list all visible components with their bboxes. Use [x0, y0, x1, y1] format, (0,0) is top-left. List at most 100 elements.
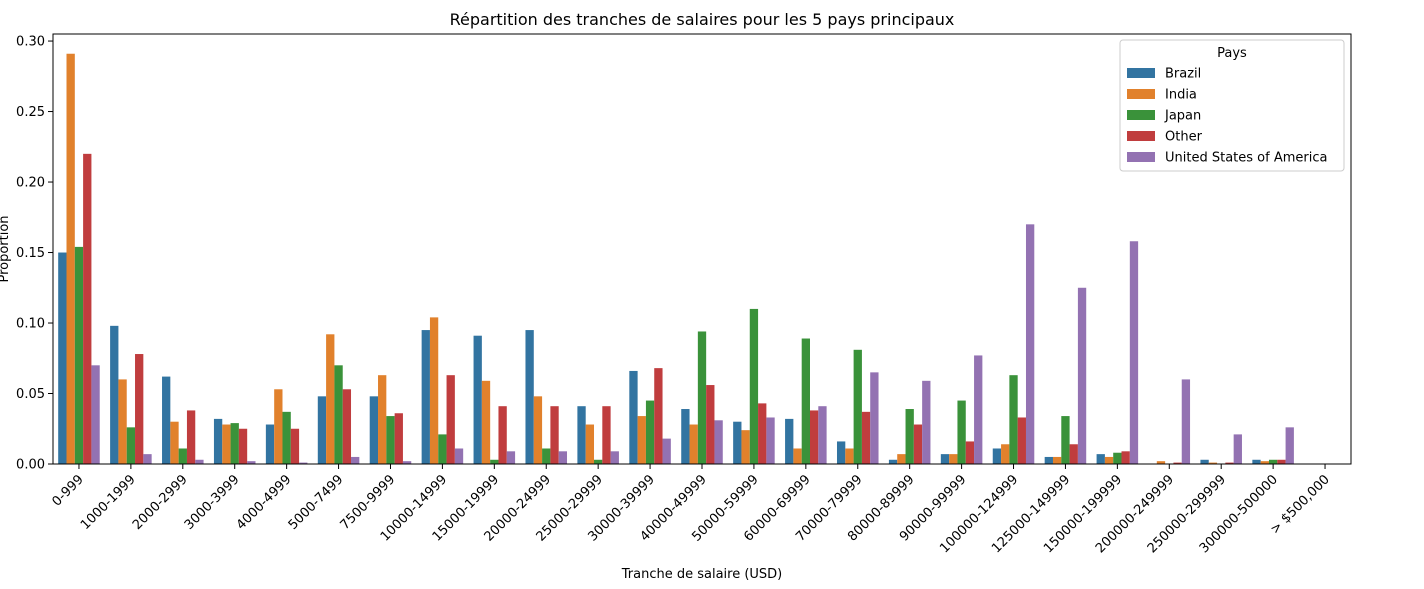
legend-entry-united-states-of-america: United States of America: [1165, 151, 1327, 166]
bar-india-17: [949, 454, 958, 464]
bar-japan-20: [1113, 452, 1122, 464]
bars-group: [58, 53, 1294, 465]
bar-other-23: [1277, 459, 1286, 464]
bar-brazil-13: [733, 421, 742, 464]
bar-other-16: [913, 424, 923, 464]
chart-title: Répartition des tranches de salaires pou…: [450, 10, 955, 29]
bar-japan-16: [905, 409, 914, 464]
bar-brazil-18: [992, 448, 1002, 464]
bar-brazil-8: [473, 335, 482, 464]
bar-japan-10: [594, 459, 603, 464]
bar-other-20: [1121, 451, 1130, 464]
bar-india-13: [741, 430, 750, 464]
bar-other-7: [446, 375, 455, 464]
x-tick-label: 3000-3999: [182, 472, 243, 533]
bar-japan-9: [542, 448, 551, 464]
bar-brazil-2: [162, 376, 171, 464]
bar-united-states-of-america-16: [922, 380, 931, 464]
bar-other-0: [83, 153, 92, 464]
bar-japan-14: [801, 338, 810, 464]
bar-india-22: [1208, 462, 1218, 464]
bar-brazil-9: [525, 330, 534, 464]
bar-brazil-10: [577, 406, 586, 464]
bar-other-1: [135, 354, 144, 464]
bar-united-states-of-america-11: [662, 438, 671, 464]
bar-india-16: [897, 454, 906, 464]
bar-japan-8: [490, 459, 499, 464]
bar-brazil-22: [1200, 459, 1209, 464]
bar-brazil-17: [940, 454, 950, 464]
legend-swatch-other: [1127, 131, 1155, 141]
bar-other-3: [238, 428, 248, 464]
bar-united-states-of-america-7: [454, 448, 464, 464]
bar-india-14: [793, 448, 802, 464]
y-tick-label: 0.30: [16, 35, 45, 50]
bar-brazil-5: [317, 396, 327, 464]
y-tick-label: 0.20: [16, 176, 45, 191]
bar-japan-18: [1009, 375, 1018, 464]
bar-india-21: [1156, 461, 1166, 464]
bar-brazil-12: [681, 409, 690, 464]
bar-united-states-of-america-18: [1025, 224, 1035, 464]
legend-swatch-brazil: [1127, 68, 1155, 78]
y-tick-label: 0.25: [16, 105, 45, 120]
bar-other-10: [602, 406, 611, 464]
y-tick-label: 0.00: [16, 458, 45, 473]
bar-united-states-of-america-5: [351, 456, 360, 464]
bar-india-20: [1104, 456, 1114, 464]
bar-other-13: [758, 403, 767, 464]
bar-india-10: [585, 424, 595, 464]
bar-india-0: [66, 53, 75, 465]
bar-united-states-of-america-4: [299, 462, 308, 464]
bar-united-states-of-america-9: [558, 451, 568, 464]
bar-other-22: [1225, 462, 1234, 464]
y-tick-label: 0.10: [16, 317, 45, 332]
bar-india-15: [845, 448, 854, 464]
bar-brazil-15: [836, 441, 846, 464]
bar-other-2: [186, 410, 196, 464]
bar-india-19: [1052, 456, 1062, 464]
bar-united-states-of-america-13: [766, 417, 775, 464]
y-tick-label: 0.05: [16, 387, 45, 402]
bar-japan-6: [386, 416, 395, 464]
bar-japan-5: [334, 365, 343, 464]
bar-united-states-of-america-3: [247, 461, 256, 464]
bar-united-states-of-america-14: [818, 406, 827, 464]
bar-japan-19: [1061, 416, 1070, 464]
bar-india-18: [1001, 444, 1010, 464]
bar-india-23: [1260, 461, 1269, 464]
legend-swatch-united-states-of-america: [1127, 152, 1155, 162]
bar-other-5: [342, 389, 352, 464]
bar-united-states-of-america-6: [402, 461, 412, 464]
bar-united-states-of-america-17: [974, 355, 983, 464]
y-axis: 0.00 0.05 0.10 0.15 0.20 0.25 0.30: [16, 35, 53, 473]
bar-japan-13: [749, 308, 759, 464]
bar-india-8: [481, 380, 491, 464]
bar-brazil-0: [58, 252, 67, 464]
bar-united-states-of-america-1: [143, 454, 152, 464]
bar-india-2: [170, 421, 179, 464]
x-tick-label: 4000-4999: [234, 472, 295, 533]
bar-brazil-7: [421, 330, 430, 464]
legend: Pays Brazil India Japan Other United States …: [1119, 39, 1345, 172]
bar-united-states-of-america-0: [91, 365, 100, 464]
bar-japan-1: [126, 427, 136, 464]
x-axis: 0-9991000-19992000-29993000-39994000-499…: [49, 464, 1333, 556]
x-tick-label: 1000-1999: [78, 472, 139, 533]
bar-united-states-of-america-10: [610, 451, 619, 464]
bar-united-states-of-america-21: [1181, 379, 1191, 464]
bar-india-6: [378, 375, 387, 464]
bar-japan-0: [74, 246, 84, 464]
legend-entry-india: India: [1165, 88, 1197, 103]
bar-united-states-of-america-20: [1129, 241, 1139, 464]
bar-japan-3: [230, 423, 239, 464]
bar-other-8: [498, 406, 507, 464]
legend-title: Pays: [1217, 46, 1247, 61]
bar-brazil-1: [110, 325, 119, 464]
legend-swatch-japan: [1127, 110, 1155, 120]
bar-japan-15: [853, 349, 862, 464]
bar-other-15: [861, 411, 871, 464]
bar-brazil-4: [265, 424, 275, 464]
legend-entry-brazil: Brazil: [1165, 67, 1201, 82]
bar-other-9: [550, 406, 559, 464]
